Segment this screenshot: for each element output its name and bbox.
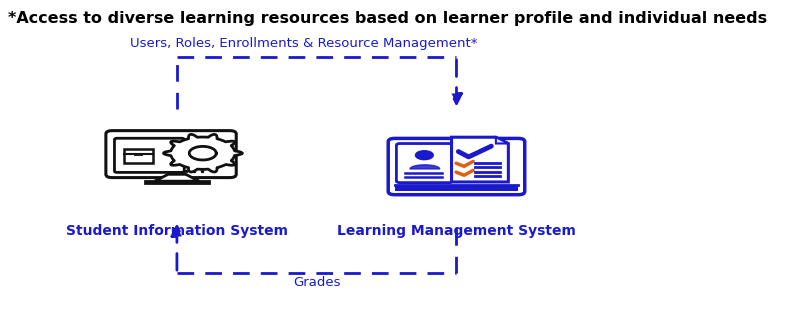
Text: Users, Roles, Enrollments & Resource Management*: Users, Roles, Enrollments & Resource Man… xyxy=(130,38,478,50)
Polygon shape xyxy=(189,147,217,160)
Bar xyxy=(124,149,153,163)
Bar xyxy=(145,181,209,183)
Text: *Access to diverse learning resources based on learner profile and individual ne: *Access to diverse learning resources ba… xyxy=(8,11,767,26)
Polygon shape xyxy=(451,137,508,182)
Text: Grades: Grades xyxy=(293,276,340,289)
Polygon shape xyxy=(164,134,242,172)
FancyBboxPatch shape xyxy=(396,144,452,182)
Text: Learning Management System: Learning Management System xyxy=(337,224,576,238)
Polygon shape xyxy=(496,137,508,144)
Circle shape xyxy=(415,151,433,160)
Bar xyxy=(395,185,519,191)
Text: Student Information System: Student Information System xyxy=(66,224,288,238)
Polygon shape xyxy=(155,174,199,181)
FancyBboxPatch shape xyxy=(106,131,237,178)
FancyBboxPatch shape xyxy=(114,138,185,172)
FancyBboxPatch shape xyxy=(388,138,525,195)
